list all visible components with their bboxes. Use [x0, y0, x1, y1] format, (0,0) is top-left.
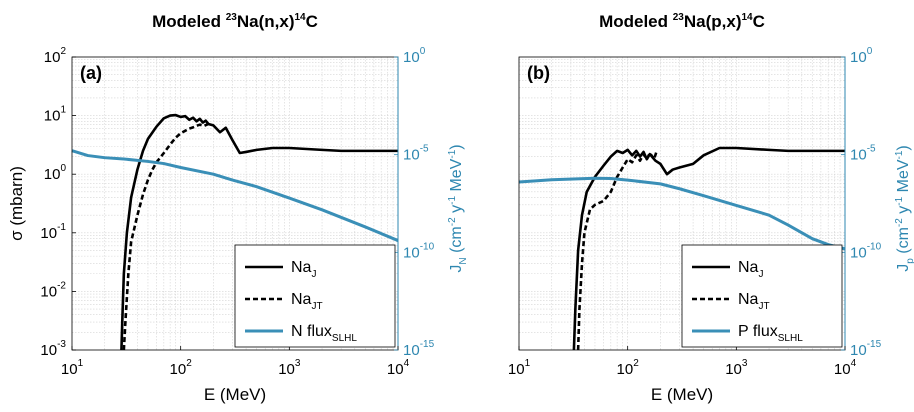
legend-entry: NaJ [738, 259, 763, 280]
series-line-najt [122, 122, 209, 351]
legend-entry: NaJT [738, 291, 770, 312]
x-tick-label: 103 [725, 358, 748, 378]
x-tick-label: 102 [170, 358, 193, 378]
legend: NaJ NaJT P fluxSLHL [681, 244, 843, 348]
y-tick-label: 101 [44, 105, 67, 125]
y-tick-label: 10-2 [40, 280, 66, 300]
y2-axis-label: JN (cm-2 y-1 MeV-1) [447, 144, 469, 272]
y2-tick-label: 10-10 [403, 241, 435, 261]
y2-tick-label: 10-15 [403, 339, 435, 359]
y2-tick-label: 10-5 [403, 144, 429, 164]
legend-entry: P fluxSLHL [738, 323, 803, 344]
x-tick-label: 102 [617, 358, 640, 378]
y2-tick-label: 100 [850, 46, 873, 66]
legend-entry: NaJ [291, 259, 316, 280]
x-tick-label: 103 [278, 358, 301, 378]
x-tick-label: 104 [387, 358, 410, 378]
y2-tick-label: 10-5 [850, 144, 876, 164]
x-tick-label: 101 [508, 358, 531, 378]
y2-tick-label: 10-15 [850, 339, 882, 359]
chart-title: Modeled 23Na(n,x)14C [152, 12, 318, 31]
x-axis-label: E (MeV) [651, 385, 713, 404]
y2-tick-label: 100 [403, 46, 426, 66]
x-tick-label: 104 [834, 358, 857, 378]
y2-tick-label: 10-10 [850, 241, 882, 261]
panel-label: (b) [527, 63, 550, 83]
y2-axis-label: Jp (cm-2 y-1 MeV-1) [894, 145, 914, 272]
panel-label: (a) [80, 63, 102, 83]
y-tick-label: 10-1 [40, 222, 66, 242]
x-tick-label: 101 [61, 358, 84, 378]
series-line-naj [120, 113, 398, 351]
series-line-najt [576, 150, 658, 351]
y-axis-label: σ (mbarn) [7, 166, 26, 241]
series-line-naj [572, 146, 845, 351]
y-tick-label: 10-3 [40, 339, 66, 359]
y-tick-label: 100 [44, 163, 67, 183]
x-axis-label: E (MeV) [204, 385, 266, 404]
legend-entry: NaJT [291, 291, 323, 312]
legend: NaJ NaJT N fluxSLHL [234, 244, 396, 348]
chart-title: Modeled 23Na(p,x)14C [599, 12, 765, 31]
legend-entry: N fluxSLHL [291, 323, 357, 344]
y-tick-label: 102 [44, 46, 67, 66]
chart-panel-1: 101 102 103 104 10-3 10-2 10-1 100 101 102 10-15 10… [7, 12, 469, 404]
series-line-p-flux [518, 176, 846, 251]
series-line-n-flux [71, 149, 399, 242]
